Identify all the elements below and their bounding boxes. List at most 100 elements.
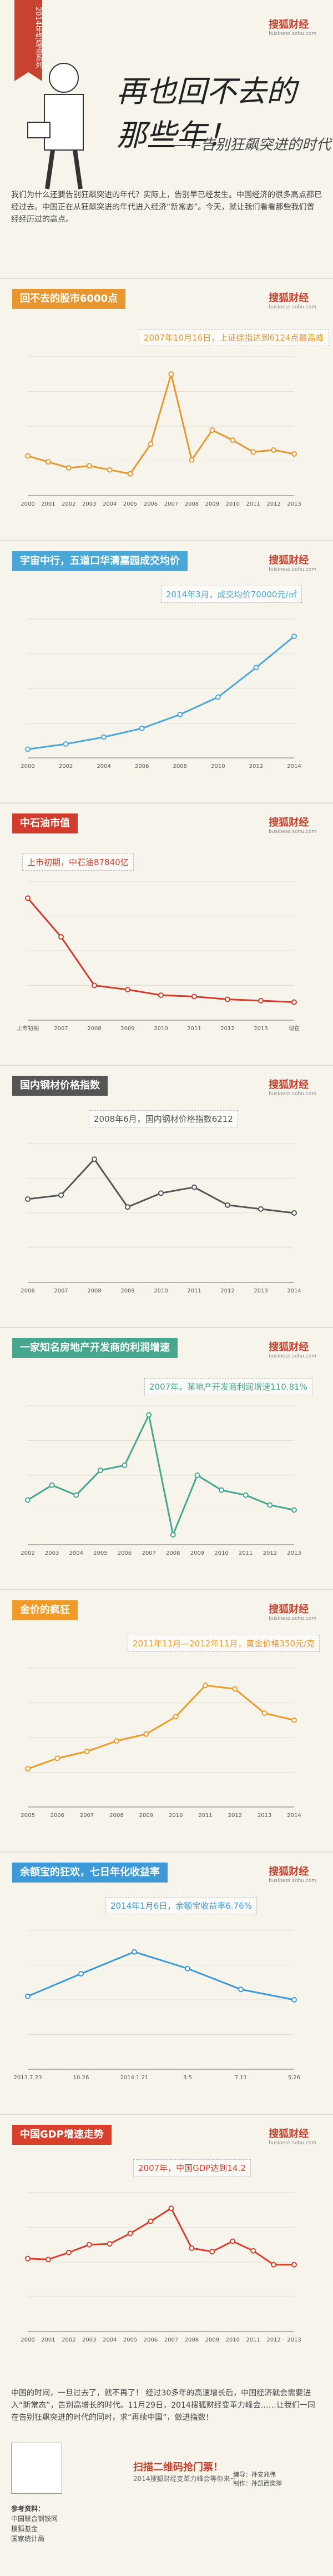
x-tick-label: 2013 bbox=[254, 1026, 268, 1032]
data-point bbox=[101, 734, 107, 740]
line-chart: 2000 2002 2004 2006 2008 2010 2012 2014 bbox=[21, 618, 301, 770]
data-point bbox=[261, 1710, 268, 1716]
data-point bbox=[291, 1997, 297, 2003]
data-point bbox=[189, 2245, 195, 2251]
data-point bbox=[291, 633, 297, 640]
section-title: 余额宝的狂欢，七日年化收益率 bbox=[12, 1863, 168, 1883]
series-line bbox=[27, 371, 295, 475]
x-tick-label: 2013 bbox=[258, 1813, 271, 1819]
data-point bbox=[158, 1190, 164, 1196]
data-point bbox=[271, 447, 277, 453]
series-line bbox=[27, 2206, 294, 2266]
x-tick-label: 2013.7.23 bbox=[14, 2075, 42, 2081]
section-title: 中国GDP增速走势 bbox=[12, 2125, 112, 2145]
data-point bbox=[25, 1196, 31, 1202]
data-point bbox=[230, 2238, 236, 2244]
references: 参考资料： 中国联合钢铁网 搜狐基金 国家统计局 bbox=[11, 2504, 58, 2544]
section-title: 金价的疯狂 bbox=[12, 1600, 78, 1620]
data-point bbox=[25, 895, 31, 901]
x-tick-label: 2014 bbox=[287, 1813, 301, 1819]
data-point bbox=[219, 1487, 225, 1493]
qr-code[interactable] bbox=[11, 2443, 62, 2494]
chart-section: 宇宙中行，五道口华清嘉园成交均价 搜狐财经 business.sohu.com 200… bbox=[0, 540, 333, 802]
brand-logo: 搜狐财经 business.sohu.com bbox=[269, 1077, 316, 1097]
annotation-note: 上市初期，中石油87840亿 bbox=[22, 853, 134, 871]
chart-section: 金价的疯狂 搜狐财经 business.sohu.com 2005 2006 2007 20… bbox=[0, 1589, 333, 1851]
x-tick-label: 2002 bbox=[62, 2337, 75, 2343]
x-tick-label: 2009 bbox=[205, 2337, 219, 2343]
x-tick-label: 2007 bbox=[164, 501, 178, 507]
data-point bbox=[209, 2249, 215, 2255]
data-point bbox=[25, 1497, 31, 1503]
x-tick-label: 2009 bbox=[205, 501, 219, 507]
data-point bbox=[78, 1971, 84, 1977]
data-point bbox=[191, 1184, 197, 1190]
data-point bbox=[250, 449, 256, 455]
x-tick-label: 2010 bbox=[211, 763, 225, 770]
data-point bbox=[291, 1507, 297, 1513]
ref-item: 中国联合钢铁网 bbox=[11, 2515, 58, 2523]
line-chart: 2000 2001 2002 2003 2004 2005 2006 2007 2008 2009… bbox=[21, 2192, 301, 2343]
x-tick-label: 2007 bbox=[142, 1550, 155, 1556]
series-line bbox=[27, 1157, 295, 1214]
x-tick-label: 2006 bbox=[51, 1813, 64, 1819]
x-tick-label: 2013 bbox=[254, 1288, 268, 1294]
x-tick-label: 2002 bbox=[62, 501, 75, 507]
x-tick-label: 2009 bbox=[139, 1813, 153, 1819]
brand-name: 搜狐财经 bbox=[269, 2128, 309, 2140]
brand-subtitle: business.sohu.com bbox=[269, 1878, 316, 1884]
data-point bbox=[230, 437, 236, 443]
data-point bbox=[194, 1472, 200, 1478]
data-point bbox=[191, 994, 197, 1000]
annotation-note: 2007年10月16日，上证综指达到6124点最高峰 bbox=[139, 329, 329, 346]
x-tick-label: 2014 bbox=[287, 763, 301, 770]
line-chart: 2013.7.23 10.26 2014.1.21 3.5 7.11 5.26 bbox=[14, 1930, 300, 2081]
data-point bbox=[92, 982, 97, 989]
annotation-note: 2007年，中国GDP达到14.2 bbox=[133, 2159, 251, 2176]
data-point bbox=[139, 725, 145, 731]
data-point bbox=[168, 2205, 174, 2211]
x-tick-label: 2008 bbox=[173, 763, 187, 770]
x-tick-label: 2003 bbox=[45, 1550, 59, 1556]
x-tick-label: 2005 bbox=[93, 1550, 107, 1556]
page-title: 再也回不去的那些年！ bbox=[117, 74, 296, 153]
ref-item: 搜狐基金 bbox=[11, 2525, 38, 2533]
data-point bbox=[54, 1755, 60, 1761]
refs-title: 参考资料： bbox=[11, 2505, 45, 2513]
x-tick-label: 2010 bbox=[214, 1550, 228, 1556]
x-tick-label: 2002 bbox=[59, 763, 73, 770]
outro-text: 中国的时间，一旦过去了，就不再了！ 经过30多年的高速增长后，中国经济就会需要进… bbox=[11, 2389, 315, 2422]
data-point bbox=[232, 1686, 238, 1692]
line-chart: 上市初期 2007 2008 2009 2010 2011 2012 2013 现在 bbox=[17, 881, 300, 1032]
x-tick-label: 2011 bbox=[246, 501, 260, 507]
annotation-note: 2007年，某地产开发商利润增速110.81% bbox=[144, 1378, 312, 1395]
data-point bbox=[125, 987, 130, 992]
data-point bbox=[168, 371, 174, 377]
x-tick-label: 2003 bbox=[82, 2337, 96, 2343]
data-point bbox=[97, 1467, 103, 1474]
data-point bbox=[65, 465, 72, 471]
data-point bbox=[170, 1532, 176, 1538]
annotation-note: 2014年1月6日，余额宝收益率6.76% bbox=[105, 1897, 257, 1914]
data-point bbox=[86, 2241, 92, 2248]
x-tick-label: 2014 bbox=[287, 1288, 301, 1294]
data-point bbox=[45, 459, 51, 465]
data-point bbox=[122, 1462, 128, 1469]
x-tick-label: 2000 bbox=[21, 2337, 34, 2343]
data-point bbox=[143, 1731, 149, 1737]
x-tick-label: 2013 bbox=[287, 2337, 301, 2343]
x-tick-label: 2007 bbox=[54, 1288, 68, 1294]
series-line bbox=[27, 1684, 295, 1770]
data-point bbox=[225, 996, 230, 1002]
x-tick-label: 2008 bbox=[109, 1813, 123, 1819]
data-point bbox=[185, 1965, 190, 1971]
data-point bbox=[25, 1993, 31, 1999]
brand-name: 搜狐财经 bbox=[269, 1079, 309, 1091]
x-tick-label: 2010 bbox=[226, 501, 240, 507]
data-point bbox=[258, 1206, 264, 1212]
x-tick-label: 2008 bbox=[87, 1026, 101, 1032]
data-point bbox=[291, 2262, 297, 2268]
x-tick-label: 2000 bbox=[21, 501, 34, 507]
data-point bbox=[49, 1482, 55, 1488]
x-tick-label: 2007 bbox=[80, 1813, 94, 1819]
